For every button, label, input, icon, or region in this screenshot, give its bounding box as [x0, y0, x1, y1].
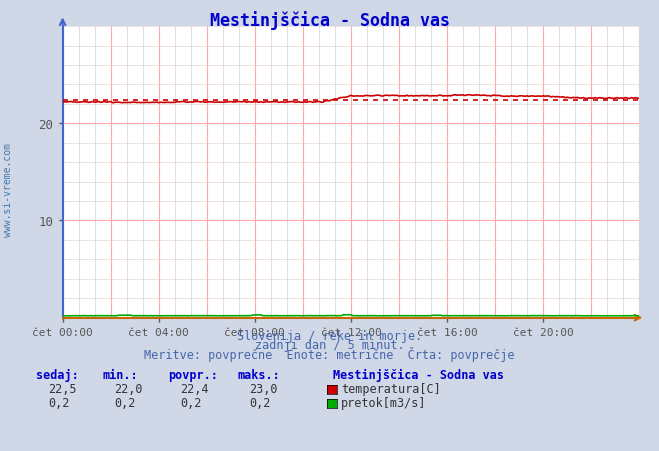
- Text: povpr.:: povpr.:: [168, 368, 218, 381]
- Text: 0,2: 0,2: [180, 396, 201, 409]
- Text: 23,0: 23,0: [249, 382, 277, 395]
- Text: maks.:: maks.:: [237, 368, 280, 381]
- Text: Meritve: povprečne  Enote: metrične  Črta: povprečje: Meritve: povprečne Enote: metrične Črta:…: [144, 346, 515, 362]
- Text: zadnji dan / 5 minut.: zadnji dan / 5 minut.: [254, 339, 405, 351]
- Text: www.si-vreme.com: www.si-vreme.com: [3, 143, 13, 236]
- Text: 0,2: 0,2: [114, 396, 135, 409]
- Text: 0,2: 0,2: [249, 396, 270, 409]
- Text: Mestinjščica - Sodna vas: Mestinjščica - Sodna vas: [333, 368, 503, 381]
- Text: Slovenija / reke in morje.: Slovenija / reke in morje.: [237, 330, 422, 342]
- Text: 22,0: 22,0: [114, 382, 142, 395]
- Text: 22,4: 22,4: [180, 382, 208, 395]
- Text: 22,5: 22,5: [48, 382, 76, 395]
- Text: temperatura[C]: temperatura[C]: [341, 382, 441, 395]
- Text: 0,2: 0,2: [48, 396, 69, 409]
- Text: sedaj:: sedaj:: [36, 368, 79, 381]
- Text: Mestinjščica - Sodna vas: Mestinjščica - Sodna vas: [210, 11, 449, 30]
- Text: min.:: min.:: [102, 368, 138, 381]
- Text: pretok[m3/s]: pretok[m3/s]: [341, 396, 427, 409]
